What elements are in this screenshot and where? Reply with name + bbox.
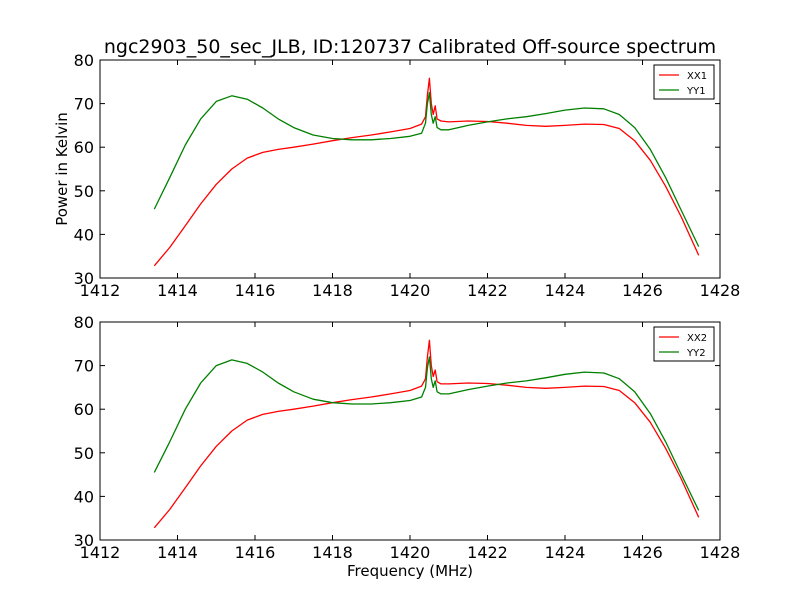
x-tick-label: 1422 bbox=[467, 543, 508, 562]
legend-label-yy2: YY2 bbox=[686, 348, 706, 359]
x-tick-label: 1428 bbox=[700, 281, 741, 300]
y-tick-label: 40 bbox=[74, 225, 94, 244]
plot-area-top bbox=[153, 77, 700, 267]
x-tick-label: 1420 bbox=[390, 281, 431, 300]
y-tick-label: 80 bbox=[74, 51, 94, 70]
series-line-xx1 bbox=[153, 77, 700, 267]
y-tick-label: 50 bbox=[74, 182, 94, 201]
x-tick-label: 1424 bbox=[545, 281, 586, 300]
x-tick-label: 1416 bbox=[235, 281, 276, 300]
subplot-top: 1412 1414 1416 1418 1420 1422 1424 1426 1428 30 40… bbox=[53, 51, 740, 300]
x-tick-label: 1414 bbox=[157, 543, 198, 562]
figure-title: ngc2903_50_sec_JLB, ID:120737 Calibrated… bbox=[104, 36, 716, 58]
plot-area-bottom bbox=[153, 339, 700, 529]
y-axis-label-top: Power in Kelvin bbox=[53, 112, 71, 226]
x-tick-label: 1424 bbox=[545, 543, 586, 562]
x-tick-label: 1418 bbox=[312, 281, 353, 300]
x-axis-label: Frequency (MHz) bbox=[347, 562, 473, 580]
x-tick-label: 1412 bbox=[80, 281, 121, 300]
y-tick-label: 80 bbox=[74, 313, 94, 332]
legend-box bbox=[653, 326, 715, 362]
series-line-yy1 bbox=[153, 92, 700, 247]
x-tick-label: 1418 bbox=[312, 543, 353, 562]
y-tick-label: 40 bbox=[74, 487, 94, 506]
y-tick-label: 50 bbox=[74, 444, 94, 463]
y-tick-label: 60 bbox=[74, 400, 94, 419]
legend-label-xx1: XX1 bbox=[687, 71, 707, 82]
series-line-yy2 bbox=[153, 356, 700, 511]
y-tick-label: 60 bbox=[74, 138, 94, 157]
x-tick-label: 1416 bbox=[235, 543, 276, 562]
ticks-top: 1412 1414 1416 1418 1420 1422 1424 1426 1428 30 40… bbox=[74, 51, 741, 300]
x-tick-label: 1426 bbox=[622, 281, 663, 300]
x-tick-label: 1412 bbox=[80, 543, 121, 562]
legend-label-yy1: YY1 bbox=[686, 86, 706, 97]
x-tick-label: 1414 bbox=[157, 281, 198, 300]
legend-box bbox=[653, 64, 715, 100]
y-tick-label: 30 bbox=[74, 531, 94, 550]
series-line-xx2 bbox=[153, 339, 700, 529]
y-tick-label: 30 bbox=[74, 269, 94, 288]
ticks-bottom: 1412 1414 1416 1418 1420 1422 1424 1426 1428 30 40… bbox=[74, 313, 741, 562]
x-tick-label: 1428 bbox=[700, 543, 741, 562]
y-tick-label: 70 bbox=[74, 357, 94, 376]
x-tick-label: 1426 bbox=[622, 543, 663, 562]
legend-label-xx2: XX2 bbox=[687, 333, 707, 344]
x-tick-label: 1422 bbox=[467, 281, 508, 300]
x-tick-label: 1420 bbox=[390, 543, 431, 562]
subplot-bottom: 1412 1414 1416 1418 1420 1422 1424 1426 1428 30 40… bbox=[74, 313, 741, 562]
y-tick-label: 70 bbox=[74, 95, 94, 114]
